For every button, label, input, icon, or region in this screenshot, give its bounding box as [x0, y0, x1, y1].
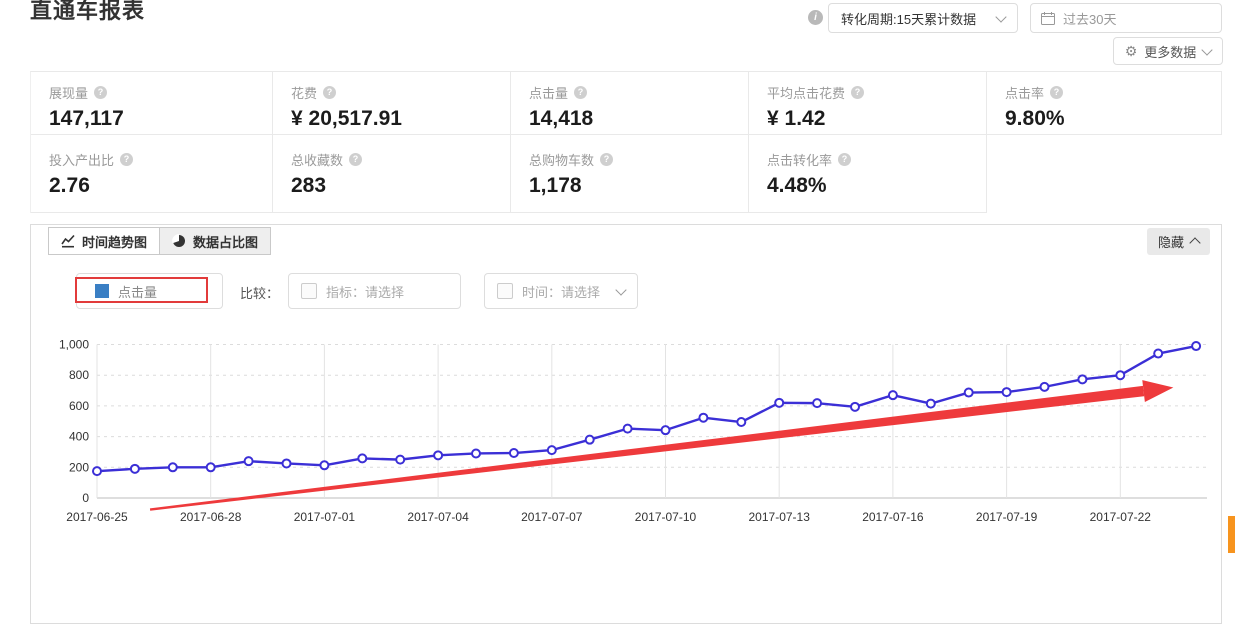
- trend-panel: 时间趋势图 数据占比图 隐藏 点击量 比较： 指标：请选择 时间：请选择 0 20…: [30, 224, 1222, 624]
- metric-select-placeholder: 指标：请选择: [326, 284, 405, 300]
- side-feedback-tab[interactable]: [1228, 516, 1235, 553]
- svg-text:200: 200: [69, 460, 89, 474]
- svg-text:2017-07-04: 2017-07-04: [407, 510, 469, 524]
- stat-card-clicks: 点击量? 14,418: [511, 72, 749, 135]
- stat-card-ctr: 点击率? 9.80%: [987, 72, 1222, 135]
- tab-label: 时间趋势图: [82, 234, 148, 250]
- stat-card-roi: 投入产出比? 2.76: [31, 135, 273, 213]
- pie-chart-icon: [172, 234, 186, 248]
- stat-card-carts: 总购物车数? 1,178: [511, 135, 749, 213]
- stat-label: 投入产出比: [49, 153, 115, 168]
- svg-text:2017-06-25: 2017-06-25: [66, 510, 128, 524]
- stat-card-avg-cpc: 平均点击花费? ¥ 1.42: [749, 72, 987, 135]
- chevron-down-icon: [995, 10, 1007, 23]
- stat-label: 展现量: [49, 86, 89, 101]
- help-icon[interactable]: ?: [600, 153, 614, 166]
- calendar-icon: [1041, 11, 1055, 25]
- stat-label: 花费: [291, 86, 318, 101]
- trend-chart[interactable]: 0 200 400 600 800 1,000 2017-06-25 2017-06-28 20…: [31, 326, 1221, 552]
- svg-text:0: 0: [82, 491, 89, 505]
- stat-card-favorites: 总收藏数? 283: [273, 135, 511, 213]
- stat-value: ¥ 20,517.91: [291, 107, 402, 130]
- help-icon[interactable]: ?: [574, 86, 588, 99]
- stat-label: 点击量: [529, 86, 569, 101]
- stat-value: ¥ 1.42: [767, 107, 826, 130]
- help-icon[interactable]: ?: [1050, 86, 1064, 99]
- chevron-down-icon: [615, 283, 627, 296]
- stat-value: 4.48%: [767, 174, 827, 197]
- hide-panel-button[interactable]: 隐藏: [1146, 228, 1210, 255]
- stat-value: 2.76: [49, 174, 90, 197]
- info-icon[interactable]: i: [808, 10, 823, 25]
- compare-label: 比较：: [240, 286, 280, 301]
- kpi-row: 投入产出比? 2.76 总收藏数? 283 总购物车数? 1,178 点击转化率…: [31, 135, 1222, 213]
- conversion-period-select[interactable]: 转化周期:15天累计数据: [828, 3, 1018, 33]
- svg-text:2017-07-19: 2017-07-19: [976, 510, 1038, 524]
- metric-compare-select[interactable]: 指标：请选择: [288, 273, 461, 309]
- hide-label: 隐藏: [1157, 235, 1184, 250]
- more-data-label: 更多数据: [1144, 44, 1197, 60]
- help-icon[interactable]: ?: [851, 86, 865, 99]
- svg-text:1,000: 1,000: [59, 338, 89, 352]
- stat-label: 总收藏数: [291, 153, 344, 168]
- stat-label: 总购物车数: [529, 153, 595, 168]
- metric-checkbox[interactable]: [301, 283, 317, 299]
- svg-text:2017-07-13: 2017-07-13: [749, 510, 811, 524]
- gear-icon: ⚙: [1124, 43, 1138, 59]
- stat-value: 14,418: [529, 107, 594, 130]
- help-icon[interactable]: ?: [120, 153, 134, 166]
- series-legend-select[interactable]: 点击量: [76, 273, 223, 309]
- stat-value: 147,117: [49, 107, 124, 130]
- stat-value: 9.80%: [1005, 107, 1065, 130]
- chevron-up-icon: [1189, 237, 1201, 249]
- chevron-down-icon: [1201, 43, 1213, 56]
- stat-card-cvr: 点击转化率? 4.48%: [749, 135, 987, 213]
- svg-text:600: 600: [69, 399, 89, 413]
- more-data-button[interactable]: ⚙ 更多数据: [1113, 37, 1223, 65]
- chart-tabs: 时间趋势图 数据占比图: [48, 227, 272, 255]
- svg-text:2017-07-16: 2017-07-16: [862, 510, 924, 524]
- stat-label: 点击转化率: [767, 153, 833, 168]
- help-icon[interactable]: ?: [94, 86, 108, 99]
- stat-card-impressions: 展现量? 147,117: [31, 72, 273, 135]
- help-icon[interactable]: ?: [349, 153, 363, 166]
- date-range-picker[interactable]: 过去30天: [1030, 3, 1222, 33]
- tab-time-trend[interactable]: 时间趋势图: [49, 228, 160, 254]
- svg-text:2017-07-10: 2017-07-10: [635, 510, 697, 524]
- time-compare-select[interactable]: 时间：请选择: [484, 273, 638, 309]
- stat-label: 平均点击花费: [767, 86, 846, 101]
- tab-data-proportion[interactable]: 数据占比图: [159, 228, 271, 254]
- help-icon[interactable]: ?: [838, 153, 852, 166]
- stat-card-empty: [987, 135, 1222, 213]
- stat-label: 点击率: [1005, 86, 1045, 101]
- time-checkbox[interactable]: [497, 283, 513, 299]
- trend-chart-svg: 0 200 400 600 800 1,000 2017-06-25 2017-06-28 20…: [59, 338, 1207, 524]
- svg-text:400: 400: [69, 430, 89, 444]
- stat-card-spend: 花费? ¥ 20,517.91: [273, 72, 511, 135]
- svg-text:2017-07-22: 2017-07-22: [1090, 510, 1152, 524]
- svg-text:2017-07-01: 2017-07-01: [294, 510, 356, 524]
- stat-value: 1,178: [529, 174, 582, 197]
- svg-text:2017-07-07: 2017-07-07: [521, 510, 583, 524]
- kpi-row: 展现量? 147,117 花费? ¥ 20,517.91 点击量? 14,418…: [31, 72, 1222, 135]
- stat-value: 283: [291, 174, 327, 197]
- series-color-swatch: [95, 284, 109, 298]
- tab-label: 数据占比图: [193, 234, 259, 250]
- conversion-period-value: 转化周期:15天累计数据: [841, 11, 977, 27]
- svg-text:2017-06-28: 2017-06-28: [180, 510, 242, 524]
- line-chart-icon: [61, 234, 75, 248]
- svg-text:800: 800: [69, 368, 89, 382]
- page-title: 直通车报表: [30, 0, 146, 23]
- help-icon[interactable]: ?: [323, 86, 337, 99]
- series-legend-label: 点击量: [118, 284, 158, 300]
- kpi-summary: 展现量? 147,117 花费? ¥ 20,517.91 点击量? 14,418…: [30, 71, 1222, 213]
- time-select-placeholder: 时间：请选择: [522, 284, 601, 300]
- date-range-value: 过去30天: [1063, 11, 1117, 27]
